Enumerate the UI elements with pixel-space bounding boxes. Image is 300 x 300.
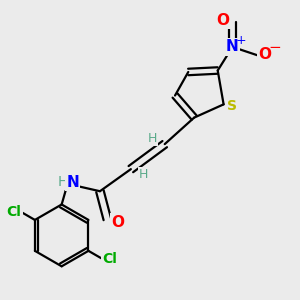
Text: O: O — [258, 47, 271, 62]
Text: O: O — [217, 13, 230, 28]
Text: +: + — [236, 34, 246, 47]
Text: H: H — [148, 132, 157, 145]
Text: H: H — [58, 176, 68, 189]
Text: O: O — [111, 214, 124, 230]
Text: N: N — [67, 175, 79, 190]
Text: Cl: Cl — [102, 252, 117, 266]
Text: Cl: Cl — [7, 205, 21, 219]
Text: −: − — [269, 40, 281, 55]
Text: S: S — [227, 99, 237, 113]
Text: H: H — [139, 168, 148, 181]
Text: N: N — [226, 39, 239, 54]
